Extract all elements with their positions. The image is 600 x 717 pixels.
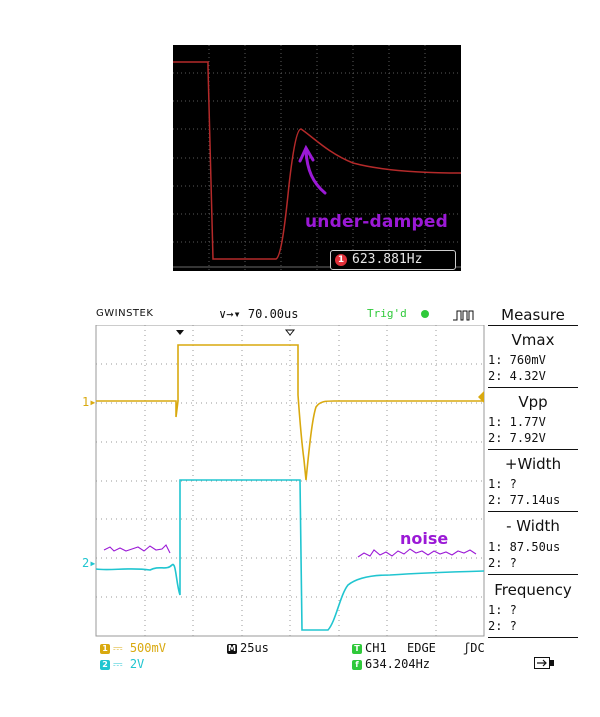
menu-divider: [488, 449, 578, 450]
trigger-badge-icon: T: [352, 644, 362, 654]
trigger-type: EDGE: [407, 641, 436, 655]
time-division-value: 25us: [240, 641, 269, 655]
main-timebase-icon: M: [227, 644, 237, 654]
measure-item-name: - Width: [506, 517, 560, 535]
dc-coupling-icon: ⎓: [113, 657, 130, 671]
scope-capture-top: under-damped 1 623.881Hz: [173, 45, 461, 271]
rising-edge-icon: ʃ: [463, 641, 471, 655]
trigger-frequency-value: 634.204Hz: [365, 657, 431, 671]
ch2-ground-marker: 2▸: [82, 556, 97, 570]
ch2-trace: [95, 479, 485, 631]
ch1-ground-marker: 1▸: [82, 395, 97, 409]
menu-divider: [488, 511, 578, 512]
measure-ch2-value: 2: 4.32V: [488, 369, 546, 383]
top-grid: [173, 45, 461, 271]
measure-item-name: +Width: [504, 455, 562, 473]
frequency-readout: 1 623.881Hz: [330, 250, 456, 270]
trigger-coupling-value: DC: [470, 641, 485, 655]
ch1-scale: 1 ⎓ 500mV: [100, 641, 166, 656]
measure-ch1-value: 1: 760mV: [488, 353, 546, 367]
noise-trace-left: [103, 544, 171, 554]
trigger-status: Trig'd: [367, 307, 407, 320]
annotation-arrow-icon: [298, 144, 327, 195]
menu-divider: [488, 637, 578, 638]
trigger-source: T CH1: [352, 641, 387, 655]
trigger-icon: 1: [335, 254, 347, 266]
menu-divider: [488, 325, 578, 326]
timebase-value: 70.00us: [247, 307, 299, 321]
measure-ch1-value: 1: ?: [488, 603, 517, 617]
underdamped-annotation: under-damped: [305, 212, 448, 232]
top-trace: [173, 61, 461, 260]
noise-trace-right: [357, 548, 477, 558]
dc-coupling-icon: ⎓: [113, 641, 130, 655]
trigger-position-icon: [176, 330, 184, 335]
ch2-scale-value: 2V: [129, 657, 145, 671]
measure-ch2-value: 2: 7.92V: [488, 431, 546, 445]
noise-annotation: noise: [400, 529, 449, 548]
trigger-coupling: ʃDC: [463, 641, 485, 655]
trigger-indicator-icon: [421, 310, 429, 318]
trigger-source-value: CH1: [365, 641, 387, 655]
time-division: M 25us: [227, 641, 269, 655]
usb-icon: [534, 657, 554, 669]
top-waveform-display: [173, 45, 461, 271]
ch1-trace: [96, 344, 484, 481]
menu-divider: [488, 387, 578, 388]
acquire-mode-icon: [453, 310, 474, 321]
trigger-frequency: f 634.204Hz: [352, 657, 430, 671]
scope-screenshot: GWINSTEK ∨→▾ 70.00us Trig'd 1▸ 2▸ noise: [82, 303, 580, 678]
frequency-value: 623.881Hz: [352, 252, 423, 267]
timebase-arrow-icon: ∨→▾: [219, 307, 248, 321]
trigger-level-icon: [478, 391, 484, 403]
measure-ch2-value: 2: ?: [488, 556, 517, 570]
measure-menu: Measure Vmax 1: 760mV 2: 4.32V Vpp 1: 1.…: [486, 303, 580, 647]
ch1-scale-value: 500mV: [129, 641, 166, 655]
measure-ch1-value: 1: ?: [488, 477, 517, 491]
brand-logo: GWINSTEK: [96, 308, 154, 319]
measure-menu-title: Measure: [501, 306, 565, 324]
measure-ch1-value: 1: 87.50us: [488, 540, 561, 554]
timebase-offset: ∨→▾ 70.00us: [219, 303, 298, 325]
ch2-scale: 2 ⎓ 2V: [100, 657, 144, 672]
frequency-badge-icon: f: [352, 660, 362, 670]
ch2-badge-icon: 2: [100, 660, 110, 670]
time-center-icon: [284, 329, 296, 336]
measure-item-name: Vmax: [511, 331, 555, 349]
measure-ch1-value: 1: 1.77V: [488, 415, 546, 429]
measure-ch2-value: 2: ?: [488, 619, 517, 633]
ch1-badge-icon: 1: [100, 644, 110, 654]
menu-divider: [488, 574, 578, 575]
measure-ch2-value: 2: 77.14us: [488, 493, 561, 507]
measure-item-name: Vpp: [518, 393, 548, 411]
waveform-display: [95, 325, 485, 637]
measure-item-name: Frequency: [494, 581, 572, 599]
